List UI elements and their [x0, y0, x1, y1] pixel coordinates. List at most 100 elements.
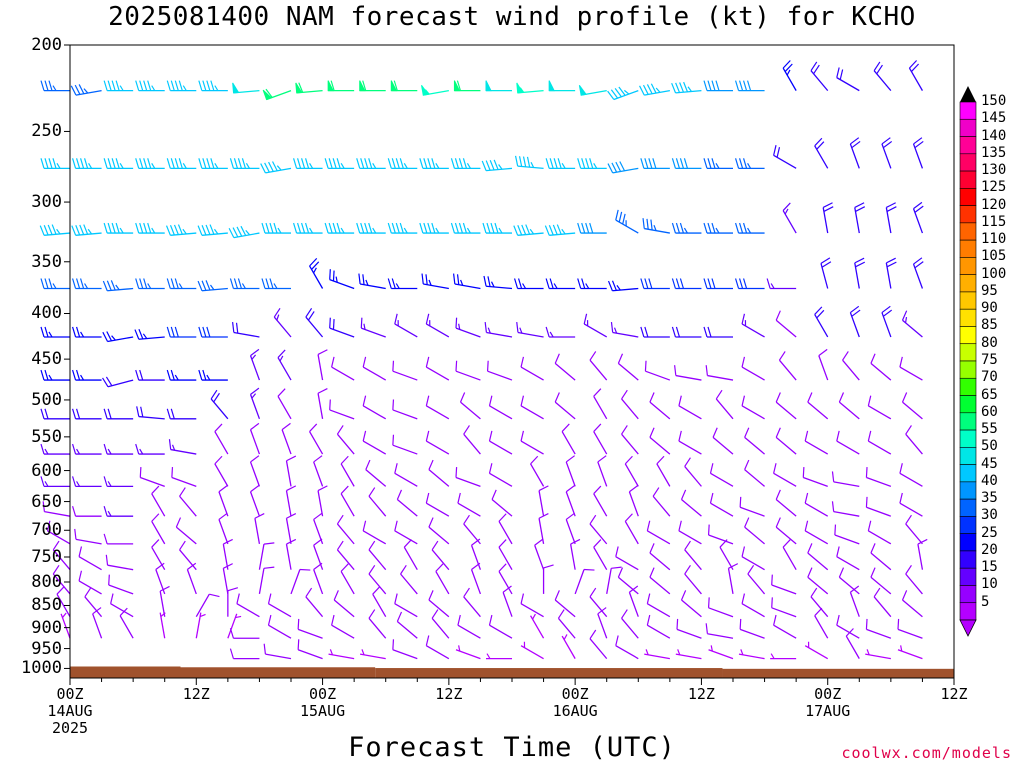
wind-barb: [60, 612, 71, 639]
wind-barb: [897, 618, 923, 639]
wind-barb: [867, 520, 892, 545]
wind-barb: [865, 649, 891, 660]
wind-barb: [483, 275, 513, 290]
wind-barb: [649, 392, 671, 420]
wind-barb: [218, 512, 229, 545]
wind-barb: [151, 485, 166, 517]
wind-barb: [513, 278, 544, 290]
wind-barb: [329, 399, 355, 420]
wind-barb: [40, 476, 70, 488]
wind-barb: [565, 455, 576, 487]
wind-barb: [292, 222, 323, 234]
colorbar-segment-105: [959, 257, 977, 275]
wind-barb: [166, 158, 197, 170]
wind-barb: [229, 158, 260, 170]
wind-barb: [807, 392, 829, 420]
wind-barb: [262, 88, 292, 101]
wind-barb: [359, 80, 386, 92]
wind-barb: [463, 425, 481, 455]
wind-barb: [102, 280, 134, 292]
wind-barb: [277, 349, 292, 381]
wind-barb: [175, 517, 197, 545]
wind-barb: [545, 278, 576, 290]
wind-barb: [545, 326, 576, 338]
wind-barb: [336, 540, 355, 571]
colorbar-segment-90: [959, 308, 977, 327]
wind-barb: [317, 388, 328, 419]
wind-barb: [652, 487, 671, 517]
wind-barb: [782, 539, 797, 571]
wind-barb: [881, 137, 893, 169]
wind-barb: [741, 395, 765, 420]
wind-barb: [814, 306, 829, 338]
wind-barb: [313, 562, 324, 595]
wind-barb: [912, 137, 924, 169]
wind-barb: [766, 278, 797, 290]
wind-barb: [249, 485, 261, 517]
wind-barb: [394, 593, 418, 618]
wind-barb: [392, 399, 418, 420]
wind-barb: [899, 356, 923, 381]
wind-barb: [804, 641, 829, 660]
wind-barb: [40, 80, 70, 92]
colorbar-segment-100: [959, 274, 977, 293]
wind-barb: [741, 356, 765, 381]
wind-barb: [40, 158, 70, 170]
wind-barb: [232, 322, 260, 338]
y-tick-label-1000: 1000: [21, 658, 62, 679]
wind-barb: [488, 430, 513, 455]
wind-barb: [400, 564, 418, 595]
colorbar-segment-145: [959, 118, 977, 137]
x-tick-label-24: 00Z 15AUG: [299, 685, 346, 720]
wind-barb: [108, 574, 134, 595]
wind-barb: [554, 353, 576, 381]
colorbar-label-140: 140: [981, 127, 1007, 144]
wind-barb: [119, 607, 134, 639]
wind-barb: [782, 60, 797, 91]
wind-barb: [457, 492, 481, 517]
colorbar-label-20: 20: [981, 541, 998, 558]
wind-barb: [646, 593, 671, 618]
wind-barb: [249, 387, 261, 420]
wind-barb: [102, 376, 134, 388]
wind-barb: [254, 513, 265, 544]
wind-barb: [421, 273, 449, 290]
wind-barb: [773, 145, 797, 169]
wind-barb: [557, 609, 576, 639]
wind-barb: [394, 313, 418, 338]
wind-barb: [607, 280, 639, 292]
wind-barb: [675, 649, 702, 660]
wind-barb: [309, 257, 324, 289]
colorbar-label-30: 30: [981, 507, 998, 524]
wind-barb: [317, 485, 328, 517]
wind-barb: [135, 222, 165, 234]
colorbar-label-5: 5: [981, 593, 990, 610]
wind-barb: [703, 278, 733, 290]
wind-barb: [554, 590, 576, 618]
wind-barb: [589, 587, 608, 618]
wind-barb: [703, 80, 733, 92]
wind-barb: [317, 349, 328, 381]
colorbar-segment-15: [959, 567, 977, 586]
wind-barb: [838, 392, 860, 420]
wind-barb: [297, 639, 323, 660]
wind-barb: [482, 222, 512, 234]
wind-barb: [865, 618, 892, 639]
wind-barb: [249, 422, 261, 455]
wind-barb: [139, 467, 165, 487]
wind-barb: [453, 80, 481, 92]
wind-barb: [198, 326, 228, 338]
wind-barb: [708, 645, 734, 660]
wind-barb: [425, 492, 450, 517]
colorbar-bottom-arrow: [959, 619, 977, 637]
wind-barb: [488, 614, 513, 639]
wind-barb: [273, 308, 292, 338]
colorbar-label-90: 90: [981, 300, 998, 317]
wind-barb: [491, 489, 513, 517]
wind-barb: [747, 564, 766, 595]
wind-barb: [331, 356, 355, 381]
y-tick-label-550: 550: [31, 426, 62, 447]
wind-barb: [678, 520, 702, 545]
wind-barb: [105, 554, 134, 571]
wind-barb: [615, 546, 639, 571]
